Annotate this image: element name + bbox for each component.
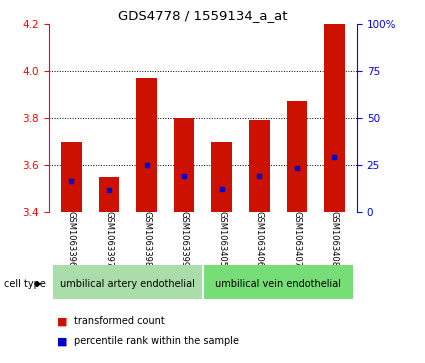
Bar (61, 142, 82, 212)
Bar (324, 24, 345, 212)
Text: GSM1063406: GSM1063406 (255, 211, 264, 267)
Text: umbilical artery endothelial: umbilical artery endothelial (60, 279, 195, 289)
Text: GSM1063408: GSM1063408 (330, 211, 339, 267)
Text: GSM1063407: GSM1063407 (292, 211, 301, 267)
Bar (99, 177, 119, 212)
Bar (53, 265, 203, 299)
Text: ■: ■ (57, 336, 68, 346)
Text: ■: ■ (57, 316, 68, 326)
Text: GSM1063399: GSM1063399 (180, 211, 189, 267)
Bar (249, 120, 269, 212)
Bar (211, 142, 232, 212)
Text: transformed count: transformed count (74, 316, 165, 326)
Bar (286, 101, 307, 212)
Text: umbilical vein endothelial: umbilical vein endothelial (215, 279, 341, 289)
Text: GSM1063397: GSM1063397 (105, 211, 113, 267)
Text: cell type: cell type (4, 279, 46, 289)
Text: GSM1063398: GSM1063398 (142, 211, 151, 267)
Text: percentile rank within the sample: percentile rank within the sample (74, 336, 239, 346)
Bar (136, 78, 157, 212)
Bar (174, 118, 195, 212)
Text: GSM1063405: GSM1063405 (217, 211, 226, 267)
Bar (203, 265, 353, 299)
Title: GDS4778 / 1559134_a_at: GDS4778 / 1559134_a_at (118, 9, 288, 23)
Text: GSM1063396: GSM1063396 (67, 211, 76, 267)
